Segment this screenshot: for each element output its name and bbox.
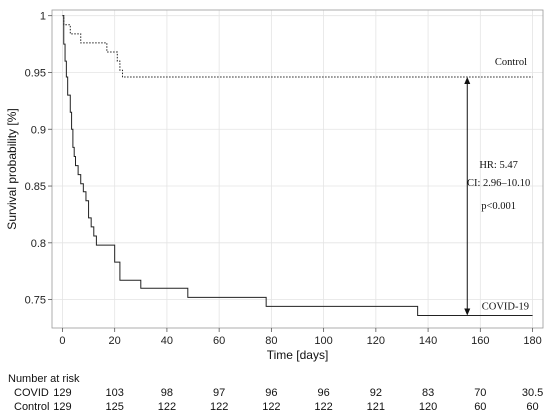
risk-cell: 92: [369, 387, 382, 399]
y-axis-ticks: 0.75 0.8 0.85 0.9 0.95 1: [25, 11, 52, 307]
risk-cell: 97: [213, 387, 226, 399]
series-line-covid-19: [62, 15, 533, 317]
risk-cell: 129: [53, 401, 72, 413]
risk-cell: 121: [366, 401, 386, 413]
x-axis-ticks: 0 20 40 60 80 100 120 140 160 180: [59, 328, 542, 347]
risk-cell: 122: [314, 401, 333, 413]
x-tick-label: 40: [161, 335, 173, 347]
x-tick-label: 180: [523, 335, 541, 347]
hr-arrow-head-top: [464, 77, 471, 85]
y-tick-label: 0.85: [25, 181, 46, 193]
y-tick-label: 0.8: [31, 238, 46, 250]
risk-row-label: COVID: [14, 387, 49, 399]
series-group: [62, 15, 533, 317]
risk-cell: 96: [265, 387, 278, 399]
p-value-label: p<0.001: [481, 201, 516, 212]
risk-cell: 70: [474, 387, 487, 399]
x-tick-label: 20: [109, 335, 121, 347]
control-series-label: Control: [495, 57, 527, 68]
x-axis-title: Time [days]: [267, 348, 329, 362]
grid: [52, 10, 543, 328]
x-tick-label: 60: [213, 335, 225, 347]
hr-arrow-head-bottom: [464, 308, 471, 316]
x-tick-label: 100: [314, 335, 332, 347]
covid-series-label: COVID-19: [482, 302, 529, 313]
x-tick-label: 120: [367, 335, 385, 347]
y-tick-label: 0.9: [31, 124, 46, 136]
series-line-control: [62, 15, 533, 78]
risk-cell: 30.5: [521, 387, 544, 399]
risk-cell: 120: [418, 401, 438, 413]
risk-cell: 103: [105, 387, 124, 399]
y-axis-title: Survival probability [%]: [5, 108, 19, 229]
survival-chart: 0 20 40 60 80 100 120 140 160 180 0.750.80.850.90…: [5, 9, 544, 362]
x-tick-label: 160: [471, 335, 489, 347]
risk-cell: 125: [105, 401, 124, 413]
annotations: Control COVID-19 HR: 5.47 CI: 2.96–10.10…: [464, 57, 530, 316]
risk-cell: 83: [421, 387, 435, 399]
y-tick-label: 0.75: [25, 295, 46, 307]
x-tick-label: 140: [419, 335, 437, 347]
plot-frame: [51, 9, 544, 329]
x-tick-label: 80: [265, 335, 277, 347]
x-tick-label: 0: [59, 335, 65, 347]
y-tick-label: 0.95: [25, 67, 46, 79]
risk-cell: 129: [53, 387, 72, 399]
hazard-ratio-label: HR: 5.47: [479, 160, 518, 171]
risk-cell: 96: [317, 387, 330, 399]
y-tick-label: 1: [40, 11, 46, 23]
risk-row-label: Control: [14, 401, 50, 413]
risk-table-title: Number at risk: [8, 373, 80, 385]
risk-cell: 60: [526, 401, 539, 413]
risk-cell: 122: [157, 401, 177, 413]
risk-cell: 60: [474, 401, 487, 413]
risk-cell: 122: [209, 401, 229, 413]
risk-cell: 122: [262, 401, 281, 413]
risk-cell: 98: [160, 387, 174, 399]
confidence-interval-label: CI: 2.96–10.10: [467, 178, 530, 189]
